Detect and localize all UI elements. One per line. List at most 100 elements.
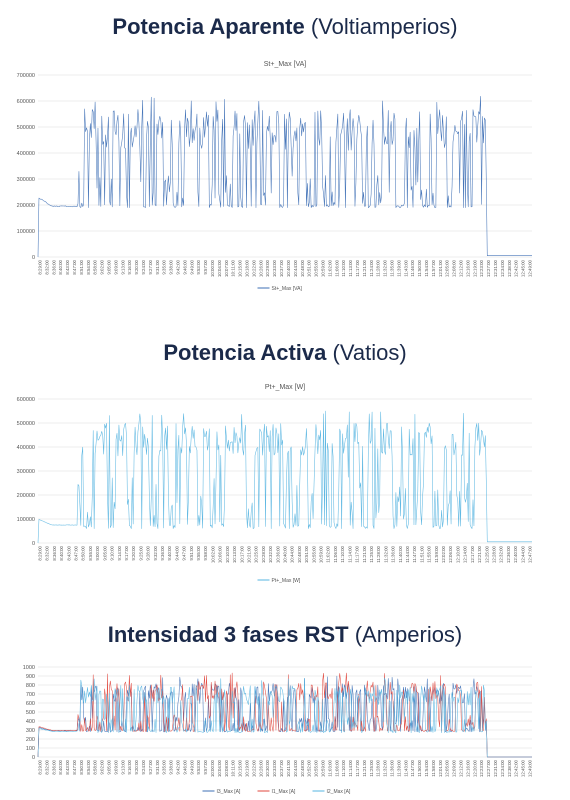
x-tick-label: 11:25:00	[369, 759, 374, 776]
x-tick-label: 10:26:00	[258, 759, 263, 777]
chart-title: St+_Max [VA]	[264, 61, 307, 68]
x-tick-label: 12:06:00	[448, 545, 453, 563]
series-line	[37, 677, 532, 758]
y-tick-label: 200	[26, 737, 35, 743]
x-tick-label: 9:27:00	[148, 259, 153, 274]
x-tick-label: 12:31:00	[493, 259, 498, 277]
series-line	[37, 672, 532, 758]
x-tick-label: 9:05:00	[107, 259, 112, 274]
x-tick-label: 11:14:00	[348, 759, 353, 776]
x-tick-label: 11:47:00	[410, 759, 415, 776]
x-tick-label: 11:40:00	[398, 545, 403, 562]
x-tick-label: 9:20:00	[131, 545, 136, 560]
y-tick-label: 100000	[17, 229, 35, 235]
x-tick-label: 12:16:00	[465, 759, 470, 777]
y-tick-label: 500000	[17, 421, 35, 427]
x-tick-label: 8:29:00	[38, 545, 43, 560]
x-tick-label: 9:02:00	[100, 759, 105, 774]
x-tick-label: 8:54:00	[86, 259, 91, 274]
x-tick-label: 11:43:00	[403, 259, 408, 276]
x-tick-label: 8:36:00	[52, 545, 57, 560]
x-tick-label: 9:17:00	[124, 545, 129, 560]
x-tick-label: 10:25:00	[254, 545, 259, 563]
x-tick-label: 9:57:00	[203, 759, 208, 774]
x-tick-label: 12:17:00	[470, 545, 475, 563]
x-tick-label: 11:13:00	[348, 259, 353, 276]
x-tick-label: 10:07:00	[224, 259, 229, 277]
y-tick-label: 800	[26, 683, 35, 689]
y-tick-label: 500	[26, 710, 35, 716]
x-tick-label: 9:42:00	[176, 259, 181, 274]
heading-current-3-phases: Intensidad 3 fases RST (Amperios)	[0, 622, 570, 648]
x-tick-label: 9:24:00	[141, 759, 146, 774]
x-tick-label: 11:55:00	[427, 545, 432, 562]
x-tick-label: 10:22:00	[251, 259, 256, 277]
x-tick-label: 10:59:00	[320, 759, 325, 777]
x-tick-label: 9:13:00	[120, 259, 125, 274]
x-tick-label: 12:09:00	[452, 759, 457, 777]
x-tick-label: 12:14:00	[463, 545, 468, 563]
x-tick-label: 9:31:00	[155, 259, 160, 274]
x-tick-label: 9:38:00	[169, 759, 174, 774]
x-tick-label: 9:13:00	[120, 759, 125, 774]
x-tick-label: 10:33:00	[272, 759, 277, 777]
x-tick-label: 9:49:00	[189, 259, 194, 274]
x-tick-label: 9:32:00	[153, 545, 158, 560]
x-tick-label: 8:47:00	[72, 759, 77, 774]
x-tick-label: 11:54:00	[424, 259, 429, 276]
x-tick-label: 11:32:00	[383, 259, 388, 276]
x-tick-label: 12:36:00	[506, 545, 511, 563]
x-tick-label: 12:23:00	[479, 259, 484, 277]
x-tick-label: 12:34:00	[500, 759, 505, 777]
x-tick-label: 10:00:00	[210, 259, 215, 277]
x-tick-label: 11:06:00	[333, 545, 338, 562]
x-tick-label: 11:10:00	[341, 759, 346, 776]
y-tick-label: 0	[32, 541, 35, 547]
y-tick-label: 100000	[17, 517, 35, 523]
x-tick-label: 8:43:00	[65, 759, 70, 774]
y-tick-label: 400000	[17, 151, 35, 157]
x-tick-label: 8:43:00	[65, 259, 70, 274]
heading-current-3-phases-unit: (Amperios)	[348, 622, 463, 647]
x-tick-label: 10:51:00	[304, 545, 309, 563]
x-tick-label: 12:08:00	[452, 259, 457, 277]
x-tick-label: 10:26:00	[258, 259, 263, 277]
x-tick-label: 9:05:00	[102, 545, 107, 560]
x-tick-label: 12:44:00	[520, 545, 525, 563]
x-tick-label: 10:32:00	[268, 545, 273, 563]
x-tick-label: 9:58:00	[203, 545, 208, 560]
y-tick-label: 500000	[17, 125, 35, 131]
x-tick-label: 10:00:00	[210, 759, 215, 777]
x-tick-label: 12:23:00	[479, 759, 484, 777]
x-tick-label: 11:21:00	[362, 545, 367, 562]
x-tick-label: 12:47:00	[528, 545, 533, 563]
y-tick-label: 200000	[17, 203, 35, 209]
x-tick-label: 12:32:00	[499, 545, 504, 563]
x-tick-label: 10:55:00	[314, 259, 319, 277]
x-tick-label: 12:40:00	[513, 545, 518, 563]
x-tick-label: 9:40:00	[167, 545, 172, 560]
x-tick-label: 12:31:00	[493, 759, 498, 777]
series-line	[37, 96, 532, 258]
x-tick-label: 8:43:00	[66, 545, 71, 560]
legend-label: I3_Max [A]	[217, 789, 242, 795]
x-tick-label: 10:21:00	[246, 545, 251, 563]
x-tick-label: 10:18:00	[245, 259, 250, 277]
y-tick-label: 0	[32, 755, 35, 761]
y-tick-label: 600000	[17, 397, 35, 403]
x-tick-label: 10:30:00	[265, 759, 270, 777]
x-tick-label: 9:46:00	[182, 759, 187, 774]
x-tick-label: 12:34:00	[500, 259, 505, 277]
x-tick-label: 12:27:00	[486, 759, 491, 777]
x-tick-label: 9:53:00	[196, 259, 201, 274]
x-tick-label: 12:12:00	[458, 759, 463, 777]
x-tick-label: 12:42:00	[514, 259, 519, 277]
x-tick-label: 10:59:00	[320, 259, 325, 277]
x-tick-label: 8:29:00	[38, 259, 43, 274]
x-tick-label: 12:45:00	[521, 759, 526, 777]
x-tick-label: 8:50:00	[79, 759, 84, 774]
x-tick-label: 12:20:00	[472, 759, 477, 777]
y-tick-label: 600	[26, 701, 35, 707]
x-tick-label: 12:21:00	[477, 545, 482, 563]
x-tick-label: 11:36:00	[389, 759, 394, 776]
